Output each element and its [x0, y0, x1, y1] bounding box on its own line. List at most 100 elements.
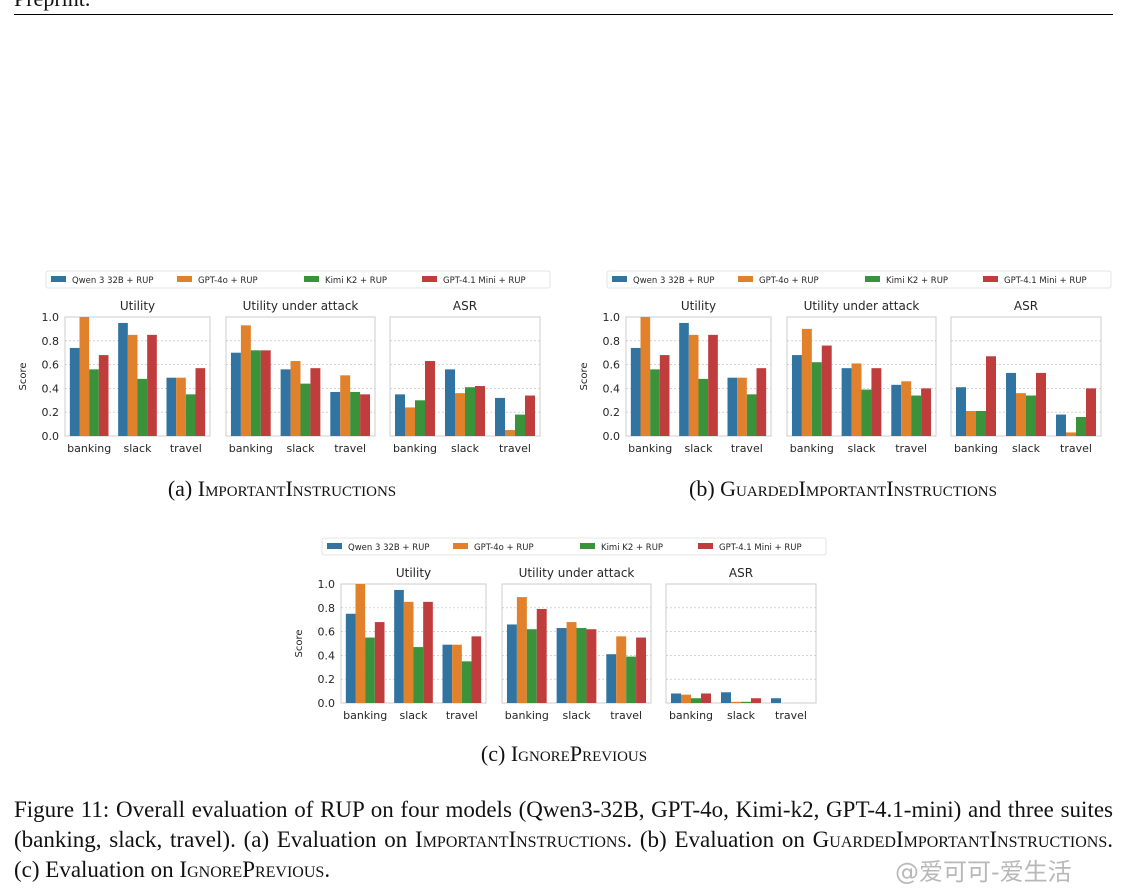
- caption-attack-name: IgnorePrevious: [179, 857, 325, 882]
- bar: [1006, 372, 1016, 436]
- bar: [425, 361, 435, 436]
- bar: [976, 411, 986, 436]
- bar: [636, 637, 647, 703]
- bar: [300, 383, 311, 436]
- x-tick-label: travel: [1060, 442, 1092, 455]
- bar: [851, 363, 862, 436]
- caption-text: Figure 11: Overall evaluation of RUP on …: [14, 797, 1113, 852]
- x-tick-label: banking: [669, 709, 713, 722]
- bar: [280, 369, 291, 436]
- x-tick-label: travel: [610, 709, 642, 722]
- bar: [350, 391, 361, 436]
- figure-c-chart: Qwen 3 32B + RUP GPT-4o + RUP Kimi K2 + RU…: [294, 537, 827, 722]
- bar: [576, 628, 587, 703]
- bar: [98, 355, 109, 436]
- bar: [811, 362, 822, 436]
- figure-b-chart: Qwen 3 32B + RUP GPT-4o + RUP Kimi K2 + RU…: [579, 270, 1112, 455]
- legend-box: [321, 537, 827, 556]
- legend-swatch: [177, 276, 192, 282]
- bar: [566, 622, 577, 703]
- y-tick-label: 0.4: [42, 382, 60, 395]
- bar: [340, 375, 351, 436]
- y-tick-label: 0.6: [603, 359, 621, 372]
- y-axis-label: Score: [579, 362, 590, 390]
- panel-title: ASR: [1014, 299, 1038, 313]
- subcaption-label: (a): [167, 476, 193, 501]
- bar: [423, 601, 433, 703]
- bar: [727, 377, 738, 436]
- subcaption-b: (b) GuardedImportantInstructions: [593, 476, 1093, 502]
- caption-text: . (b) Evaluation on: [626, 827, 813, 852]
- bar: [166, 377, 177, 436]
- x-tick-label: travel: [499, 442, 531, 455]
- x-tick-label: banking: [393, 442, 437, 455]
- header-rule: [14, 14, 1113, 15]
- y-tick-label: 0.2: [318, 673, 336, 686]
- y-tick-label: 0.0: [603, 430, 621, 443]
- bar: [536, 608, 547, 703]
- panel-title: Utility: [120, 299, 155, 313]
- bar: [966, 411, 976, 436]
- bar: [1066, 432, 1076, 436]
- legend-swatch: [698, 543, 713, 549]
- x-tick-label: banking: [343, 709, 387, 722]
- legend-box: [45, 270, 551, 289]
- bar: [630, 347, 641, 436]
- y-tick-label: 1.0: [318, 578, 336, 591]
- bar: [861, 389, 872, 436]
- bar: [771, 698, 781, 703]
- bar: [659, 355, 670, 436]
- bar: [195, 368, 206, 436]
- legend-swatch: [865, 276, 880, 282]
- bar: [455, 393, 465, 436]
- subcaption-label: (b): [689, 476, 715, 501]
- bar: [506, 624, 517, 703]
- bar: [556, 628, 567, 703]
- bar: [1076, 416, 1086, 436]
- legend-label: Kimi K2 + RUP: [886, 276, 948, 286]
- page-header: Preprint.: [14, 0, 90, 12]
- y-tick-label: 0.8: [318, 602, 336, 615]
- x-tick-label: travel: [446, 709, 478, 722]
- bar: [681, 694, 691, 703]
- bar: [516, 597, 527, 703]
- x-tick-label: travel: [334, 442, 366, 455]
- bar: [360, 394, 371, 436]
- bar: [741, 701, 751, 703]
- caption-attack-name: ImportantInstructions: [415, 827, 627, 852]
- bar: [679, 322, 689, 436]
- bar: [240, 325, 251, 436]
- x-tick-label: slack: [400, 709, 429, 722]
- bar: [250, 350, 261, 436]
- bar: [89, 369, 99, 436]
- legend-label: GPT-4o + RUP: [474, 543, 534, 553]
- x-tick-label: slack: [727, 709, 756, 722]
- bar: [746, 394, 757, 436]
- bar: [452, 644, 462, 703]
- bar: [395, 394, 405, 436]
- bar: [185, 394, 196, 436]
- x-tick-label: slack: [848, 442, 877, 455]
- legend-label: GPT-4o + RUP: [759, 276, 819, 286]
- y-tick-label: 0.0: [42, 430, 60, 443]
- bar: [374, 622, 385, 703]
- bar: [137, 378, 148, 436]
- y-tick-label: 1.0: [603, 311, 621, 324]
- x-tick-label: slack: [451, 442, 480, 455]
- bar: [345, 613, 356, 703]
- bar: [1086, 388, 1096, 436]
- bar: [911, 395, 922, 436]
- bar: [127, 334, 138, 436]
- y-tick-label: 0.6: [42, 359, 60, 372]
- panel-title: Utility: [396, 566, 431, 580]
- legend-label: GPT-4.1 Mini + RUP: [719, 543, 802, 553]
- bar: [921, 388, 932, 436]
- bar: [403, 601, 414, 703]
- bar: [495, 397, 505, 436]
- bar: [721, 692, 731, 703]
- bar: [650, 369, 660, 436]
- x-tick-label: banking: [790, 442, 834, 455]
- bar: [801, 328, 812, 436]
- y-tick-label: 0.8: [42, 335, 60, 348]
- caption-attack-name: GuardedImportantInstructions: [812, 827, 1108, 852]
